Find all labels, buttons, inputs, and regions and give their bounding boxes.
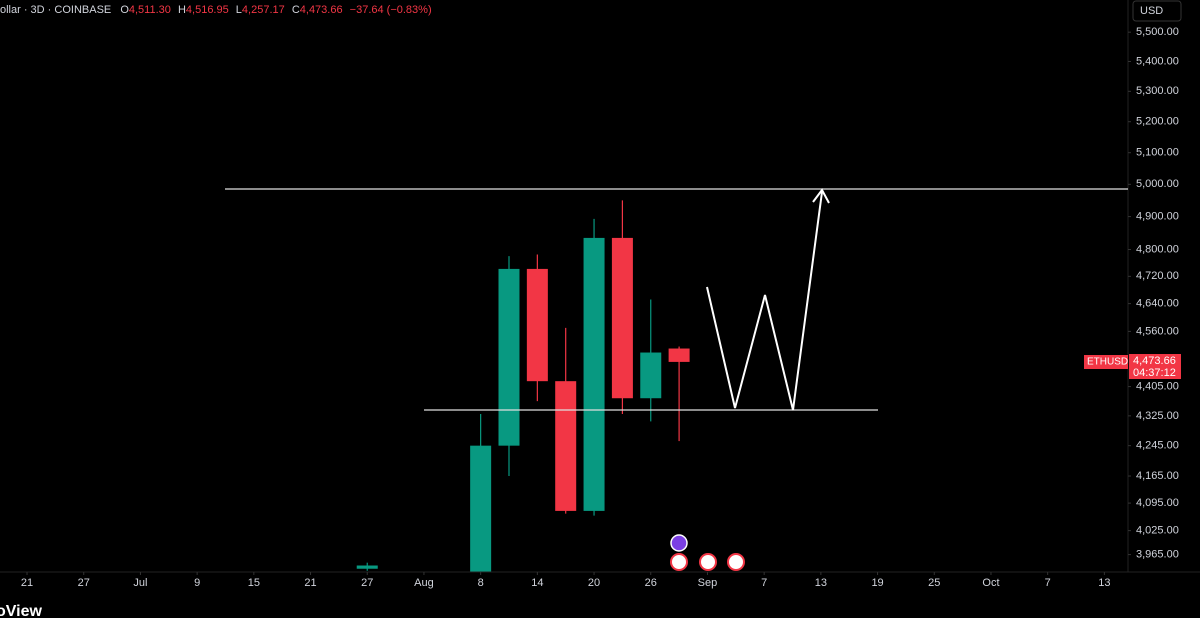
low-label: L: [236, 4, 242, 16]
event-icon[interactable]: [670, 553, 688, 571]
y-tick-label: 4,165.00: [1136, 470, 1179, 482]
x-tick-label: 13: [815, 577, 827, 589]
open-value: 4,511.30: [129, 4, 171, 16]
currency[interactable]: USD: [1140, 5, 1163, 17]
high-label: H: [178, 4, 186, 16]
y-tick-label: 4,900.00: [1136, 210, 1179, 222]
y-tick-label: 5,200.00: [1136, 116, 1179, 128]
y-tick-label: 4,325.00: [1136, 410, 1179, 422]
y-tick-label: 4,800.00: [1136, 243, 1179, 255]
y-tick-label: 4,560.00: [1136, 325, 1179, 337]
candle-body: [611, 237, 633, 399]
candle-body: [470, 445, 492, 572]
x-tick-label: 27: [78, 577, 90, 589]
candle-body: [526, 268, 548, 382]
arrow-head: [812, 188, 830, 204]
symbol-badge-text: ETHUSD: [1087, 357, 1128, 368]
x-tick-label: 14: [531, 577, 543, 589]
symbol-badge: [1084, 355, 1128, 369]
y-tick-label: 5,000.00: [1136, 178, 1179, 190]
x-tick-label: 19: [871, 577, 883, 589]
projection-path: [706, 191, 823, 411]
y-tick-label: 4,640.00: [1136, 298, 1179, 310]
y-tick-label: 4,405.00: [1136, 381, 1179, 393]
event-icon[interactable]: [699, 553, 717, 571]
change: −37.64 (−0.83%): [350, 4, 432, 16]
x-tick-label: 9: [194, 577, 200, 589]
high-value: 4,516.95: [186, 4, 229, 16]
y-tick-label: 5,500.00: [1136, 26, 1179, 38]
header: ollar · 3D · COINBASE O4,511.30 H4,516.9…: [0, 4, 432, 16]
y-tick-label: 4,095.00: [1136, 497, 1179, 509]
price-badge-countdown: 04:37:12: [1133, 367, 1176, 379]
x-tick-label: 15: [248, 577, 260, 589]
currency-button[interactable]: [1132, 0, 1182, 22]
x-tick-label: 21: [21, 577, 33, 589]
close-value: 4,473.66: [300, 4, 343, 16]
x-tick-label: 21: [304, 577, 316, 589]
x-tick-label: Aug: [414, 577, 434, 589]
y-tick-label: 5,100.00: [1136, 147, 1179, 159]
candle-body: [356, 565, 378, 569]
y-tick-label: 4,245.00: [1136, 440, 1179, 452]
open-label: O: [120, 4, 129, 16]
x-tick-label: 25: [928, 577, 940, 589]
candle-body: [640, 352, 662, 399]
x-tick-label: 26: [645, 577, 657, 589]
symbol: ollar · 3D · COINBASE: [0, 4, 111, 16]
candle-body: [555, 381, 577, 511]
price-badge: [1129, 354, 1181, 379]
x-tick-label: 27: [361, 577, 373, 589]
candle-body: [498, 268, 520, 446]
brand: oView: [0, 603, 43, 618]
y-tick-label: 5,300.00: [1136, 85, 1179, 97]
x-tick-label: 8: [478, 577, 484, 589]
price-badge-price: 4,473.66: [1133, 355, 1176, 367]
y-tick-label: 3,965.00: [1136, 548, 1179, 560]
event-icon[interactable]: [670, 534, 688, 552]
close-label: C: [292, 4, 300, 16]
y-tick-label: 4,720.00: [1136, 270, 1179, 282]
y-tick-label: 5,400.00: [1136, 55, 1179, 67]
x-tick-label: 20: [588, 577, 600, 589]
candle-body: [583, 237, 605, 511]
x-tick-label: 13: [1098, 577, 1110, 589]
plot-area: [356, 200, 690, 572]
x-tick-label: Oct: [982, 577, 999, 589]
event-icon[interactable]: [727, 553, 745, 571]
x-tick-label: 7: [761, 577, 767, 589]
x-tick-label: Sep: [698, 577, 718, 589]
low-value: 4,257.17: [242, 4, 285, 16]
x-tick-label: Jul: [133, 577, 147, 589]
candle-body: [668, 348, 690, 362]
x-tick-label: 7: [1045, 577, 1051, 589]
y-tick-label: 4,025.00: [1136, 525, 1179, 537]
